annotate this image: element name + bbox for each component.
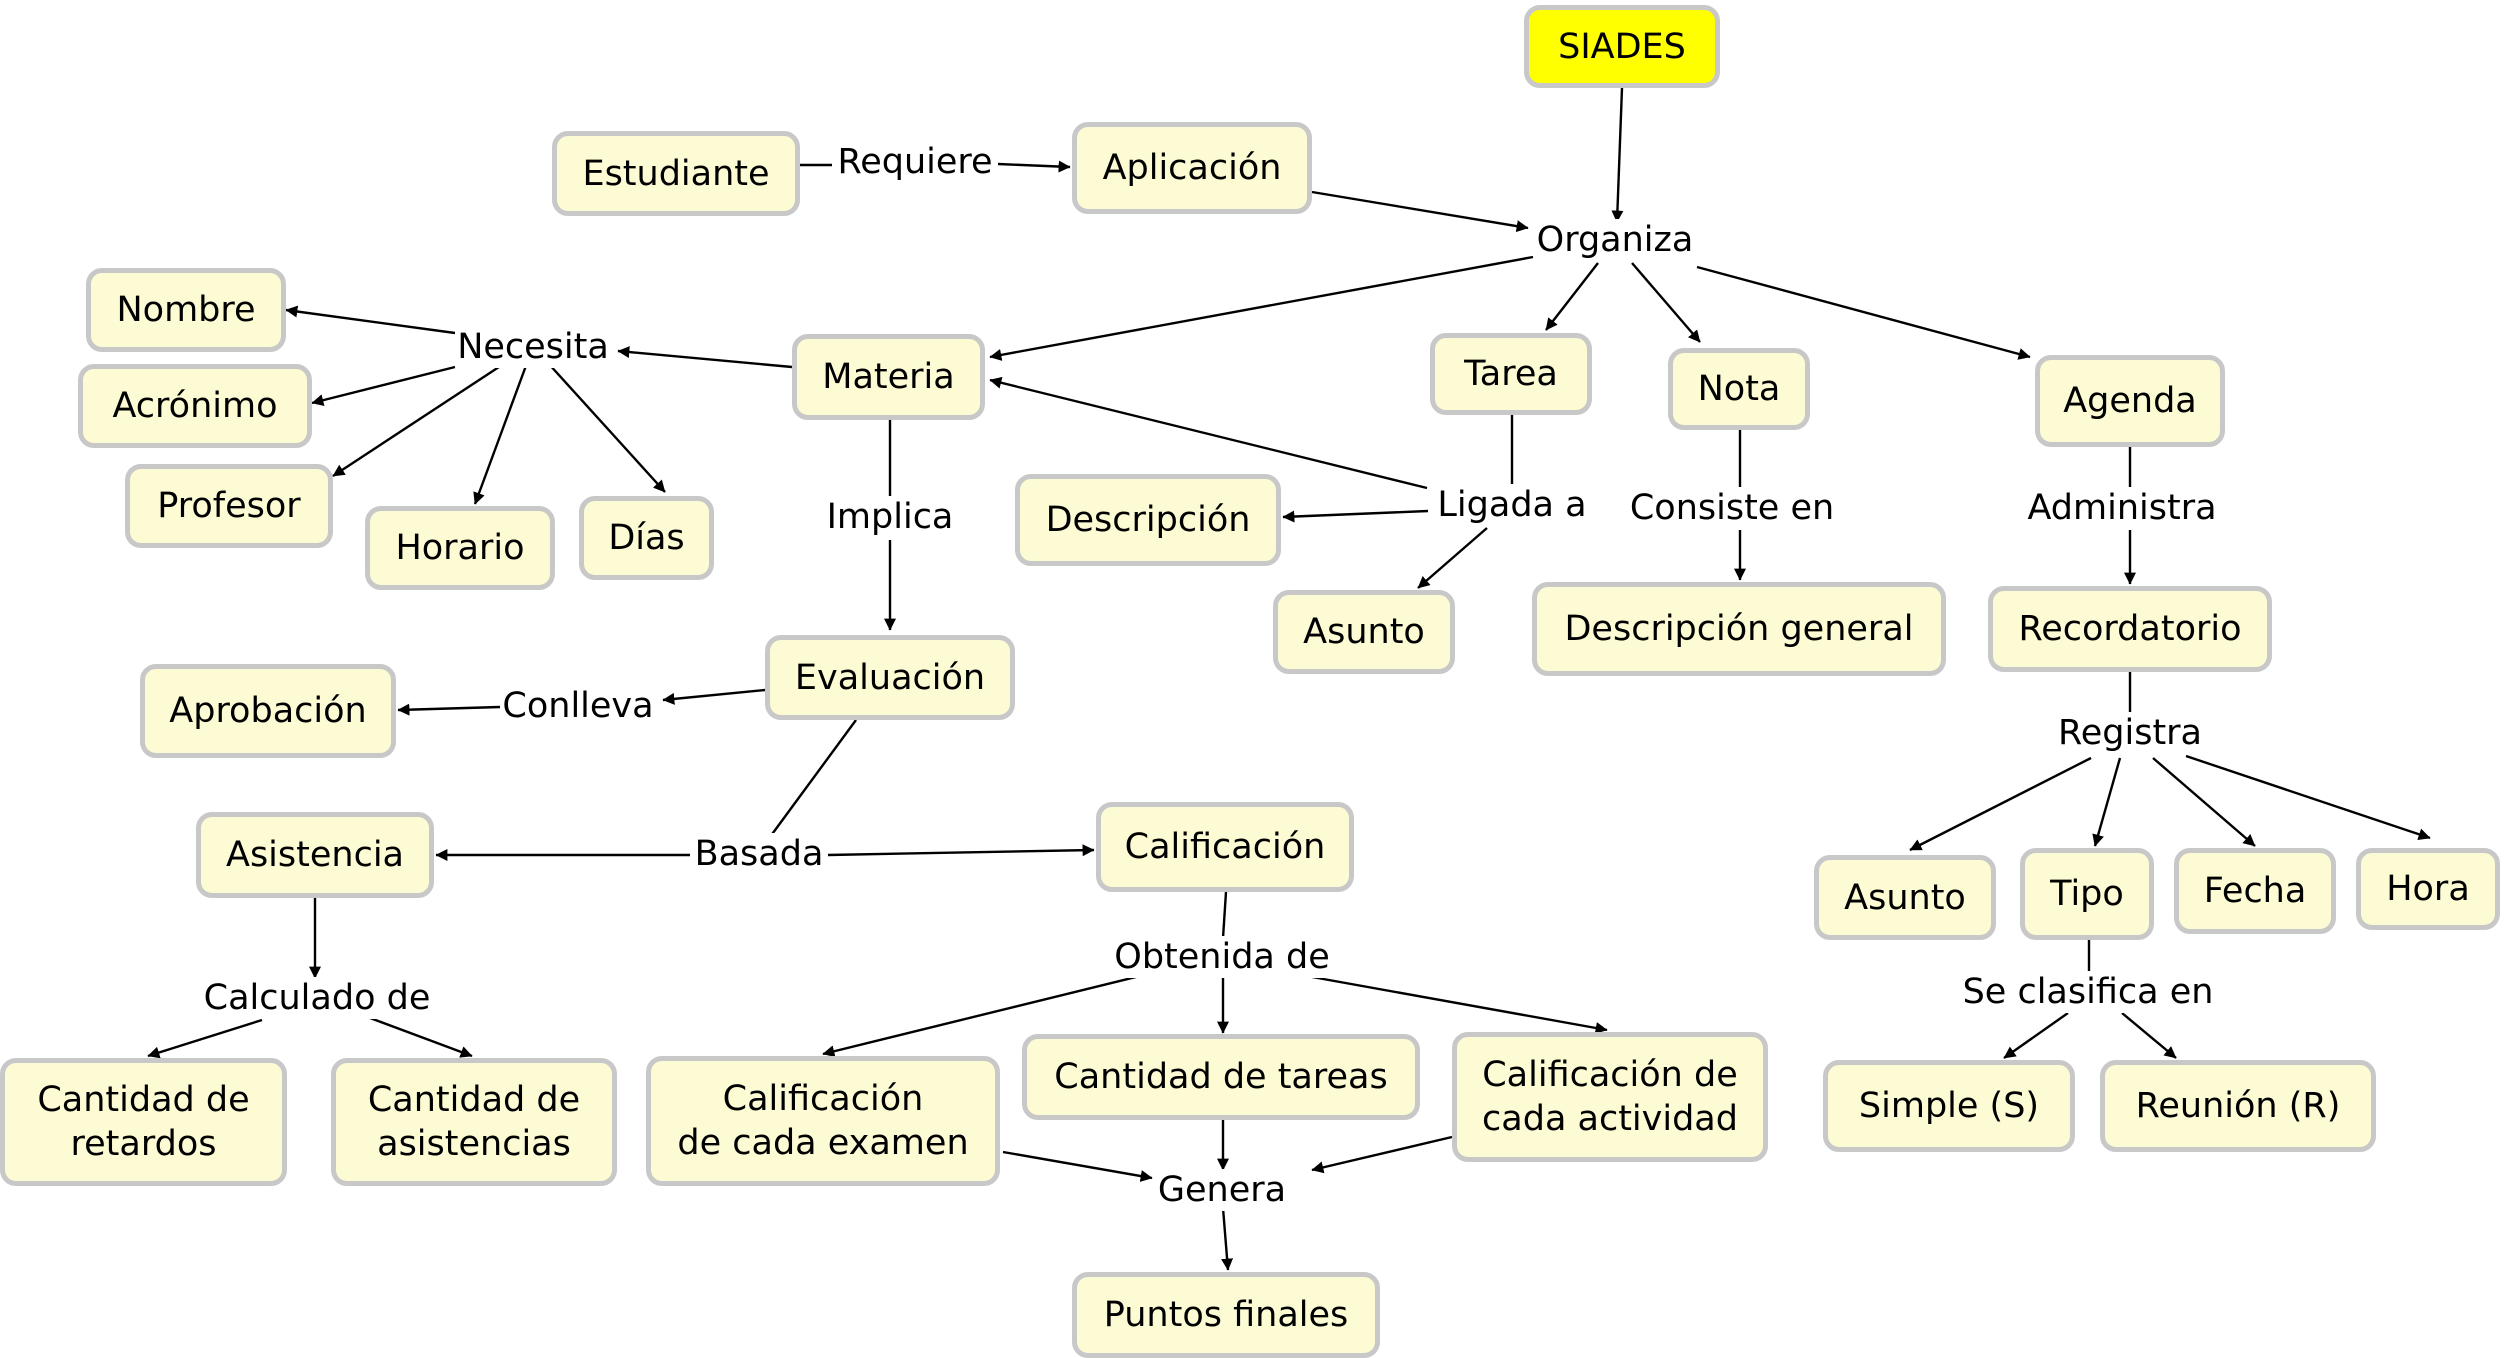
link-necesita: Necesita bbox=[455, 326, 611, 368]
edge-ligada-descripcion bbox=[1282, 509, 1429, 523]
link-registra: Registra bbox=[2055, 712, 2205, 754]
node-profesor[interactable]: Profesor bbox=[125, 464, 333, 548]
edge-calculado-asistencias bbox=[361, 1013, 473, 1058]
node-nombre[interactable]: Nombre bbox=[86, 268, 286, 352]
edge-organiza-materia bbox=[989, 255, 1534, 361]
node-asistencia[interactable]: Asistencia bbox=[196, 812, 434, 898]
link-consiste-en: Consiste en bbox=[1627, 487, 1837, 529]
edge-examen-genera bbox=[1002, 1150, 1153, 1182]
link-obtenida-de: Obtenida de bbox=[1112, 936, 1332, 978]
node-aplicacion[interactable]: Aplicación bbox=[1072, 122, 1312, 214]
edge-obtenida-actividad bbox=[1289, 971, 1608, 1034]
edge-actividad-genera bbox=[1311, 1135, 1453, 1174]
node-tipo[interactable]: Tipo bbox=[2020, 848, 2154, 940]
node-dias[interactable]: Días bbox=[579, 496, 714, 580]
edge-requiere-aplicacion bbox=[997, 160, 1071, 173]
edge-calculado-retardos bbox=[147, 1018, 263, 1059]
edge-seclasifica-reunion bbox=[2121, 1012, 2177, 1059]
edge-organiza-tarea bbox=[1545, 262, 1599, 331]
edge-evaluacion-conlleva bbox=[662, 688, 766, 705]
node-asunto-tarea[interactable]: Asunto bbox=[1273, 590, 1455, 674]
link-se-clasifica-en: Se clasifica en bbox=[1960, 971, 2216, 1013]
node-materia[interactable]: Materia bbox=[792, 334, 985, 420]
node-descripcion-general[interactable]: Descripción general bbox=[1532, 582, 1946, 676]
link-organiza: Organiza bbox=[1534, 219, 1696, 261]
node-descripcion[interactable]: Descripción bbox=[1015, 474, 1281, 566]
edge-seclasifica-simple bbox=[2003, 1012, 2069, 1059]
edge-siades-organiza bbox=[1611, 87, 1624, 223]
edge-necesita-dias bbox=[547, 362, 666, 493]
node-puntos-finales[interactable]: Puntos finales bbox=[1072, 1272, 1380, 1358]
edge-registra-fecha bbox=[2152, 757, 2256, 847]
link-basada: Basada bbox=[692, 833, 826, 875]
node-calificacion[interactable]: Calificación bbox=[1096, 802, 1354, 892]
link-genera: Genera bbox=[1155, 1169, 1289, 1211]
node-siades[interactable]: SIADES bbox=[1524, 5, 1720, 88]
edge-obtenida-examen bbox=[822, 971, 1153, 1058]
edge-registra-asunto bbox=[1909, 756, 2092, 852]
link-conlleva: Conlleva bbox=[500, 685, 656, 727]
edge-registra-hora bbox=[2185, 754, 2431, 841]
edge-materia-necesita bbox=[617, 346, 793, 369]
edge-necesita-nombre bbox=[285, 305, 456, 335]
link-calculado-de: Calculado de bbox=[201, 977, 433, 1019]
node-reunion[interactable]: Reunión (R) bbox=[2100, 1060, 2376, 1152]
node-asunto-recordatorio[interactable]: Asunto bbox=[1814, 855, 1996, 940]
node-acronimo[interactable]: Acrónimo bbox=[78, 364, 312, 448]
edge-necesita-profesor bbox=[332, 361, 506, 478]
edge-calificacion-obtenida bbox=[1221, 891, 1228, 939]
link-administra: Administra bbox=[2025, 487, 2219, 529]
node-calif-actividad[interactable]: Calificación de cada actividad bbox=[1452, 1032, 1768, 1162]
node-hora[interactable]: Hora bbox=[2356, 848, 2500, 930]
node-aprobacion[interactable]: Aprobación bbox=[140, 664, 396, 758]
node-cantidad-retardos[interactable]: Cantidad de retardos bbox=[0, 1058, 287, 1186]
edge-ligada-asunto bbox=[1417, 527, 1488, 589]
edge-organiza-agenda bbox=[1696, 265, 2031, 360]
edge-necesita-horario bbox=[473, 362, 529, 505]
edge-organiza-nota bbox=[1631, 262, 1701, 343]
node-nota[interactable]: Nota bbox=[1668, 348, 1810, 430]
link-implica: Implica bbox=[824, 496, 956, 538]
node-calif-examen[interactable]: Calificación de cada examen bbox=[646, 1056, 1000, 1186]
node-simple[interactable]: Simple (S) bbox=[1823, 1060, 2075, 1152]
link-requiere: Requiere bbox=[835, 141, 995, 183]
edge-registra-tipo bbox=[2092, 757, 2122, 847]
edge-basada-calificacion bbox=[827, 844, 1095, 857]
node-estudiante[interactable]: Estudiante bbox=[552, 131, 800, 216]
node-cantidad-asistencias[interactable]: Cantidad de asistencias bbox=[331, 1058, 617, 1186]
node-fecha[interactable]: Fecha bbox=[2174, 848, 2336, 934]
edge-evaluacion-basada bbox=[769, 719, 857, 838]
edge-aplicacion-organiza bbox=[1311, 190, 1529, 233]
node-horario[interactable]: Horario bbox=[365, 506, 555, 590]
edge-necesita-acronimo bbox=[311, 365, 456, 407]
node-agenda[interactable]: Agenda bbox=[2035, 355, 2225, 447]
node-tarea[interactable]: Tarea bbox=[1430, 333, 1592, 415]
node-recordatorio[interactable]: Recordatorio bbox=[1988, 586, 2272, 672]
edge-ligada-materia bbox=[989, 376, 1428, 490]
edge-genera-puntos bbox=[1221, 1207, 1234, 1271]
node-cantidad-tareas[interactable]: Cantidad de tareas bbox=[1022, 1034, 1420, 1120]
node-evaluacion[interactable]: Evaluación bbox=[765, 635, 1015, 720]
link-ligada-a: Ligada a bbox=[1435, 484, 1589, 526]
edge-conlleva-aprobacion bbox=[397, 703, 501, 716]
